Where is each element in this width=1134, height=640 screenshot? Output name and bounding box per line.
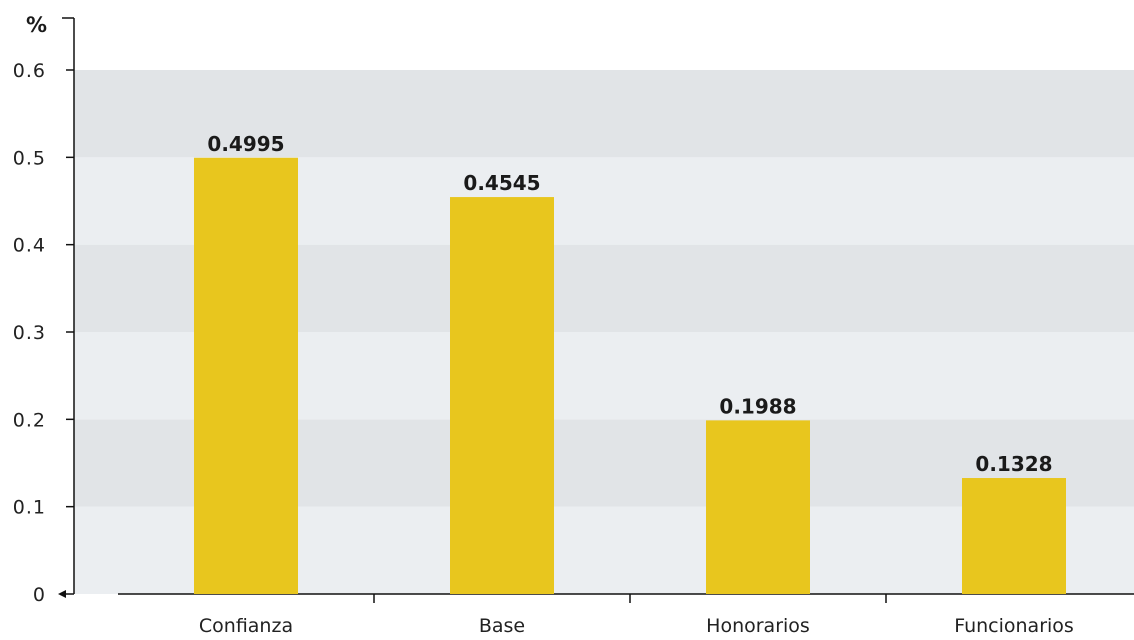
bar xyxy=(450,197,554,594)
y-tick-label: 0.2 xyxy=(13,409,46,431)
bar xyxy=(962,478,1066,594)
y-tick-label: 0.5 xyxy=(13,147,46,169)
x-category-label: Funcionarios xyxy=(954,615,1074,636)
labels-group: 0 0.1 0.2 0.3 0.4 0.5 0.6% 0.4995 Confianza 0.454… xyxy=(13,13,1074,637)
x-category-label: Honorarios xyxy=(706,615,810,636)
data-label: 0.4995 xyxy=(207,132,284,156)
y-tick-label: 0 xyxy=(33,584,46,606)
y-axis-arrow-icon xyxy=(58,590,66,598)
data-label: 0.1988 xyxy=(719,394,796,418)
y-tick-label: 0.1 xyxy=(13,497,46,519)
y-tick-label: 0.3 xyxy=(13,322,46,344)
bar xyxy=(706,420,810,594)
y-tick-label: 0.4 xyxy=(13,235,46,257)
data-label: 0.4545 xyxy=(463,171,540,195)
bar xyxy=(194,157,298,594)
data-label: 0.1328 xyxy=(975,452,1052,476)
x-category-label: Confianza xyxy=(199,615,293,636)
grid-band xyxy=(74,70,1134,158)
x-category-label: Base xyxy=(479,615,525,636)
y-tick-label: 0.6 xyxy=(13,60,46,82)
y-unit-label: % xyxy=(26,13,47,37)
bars-group xyxy=(194,157,1066,594)
